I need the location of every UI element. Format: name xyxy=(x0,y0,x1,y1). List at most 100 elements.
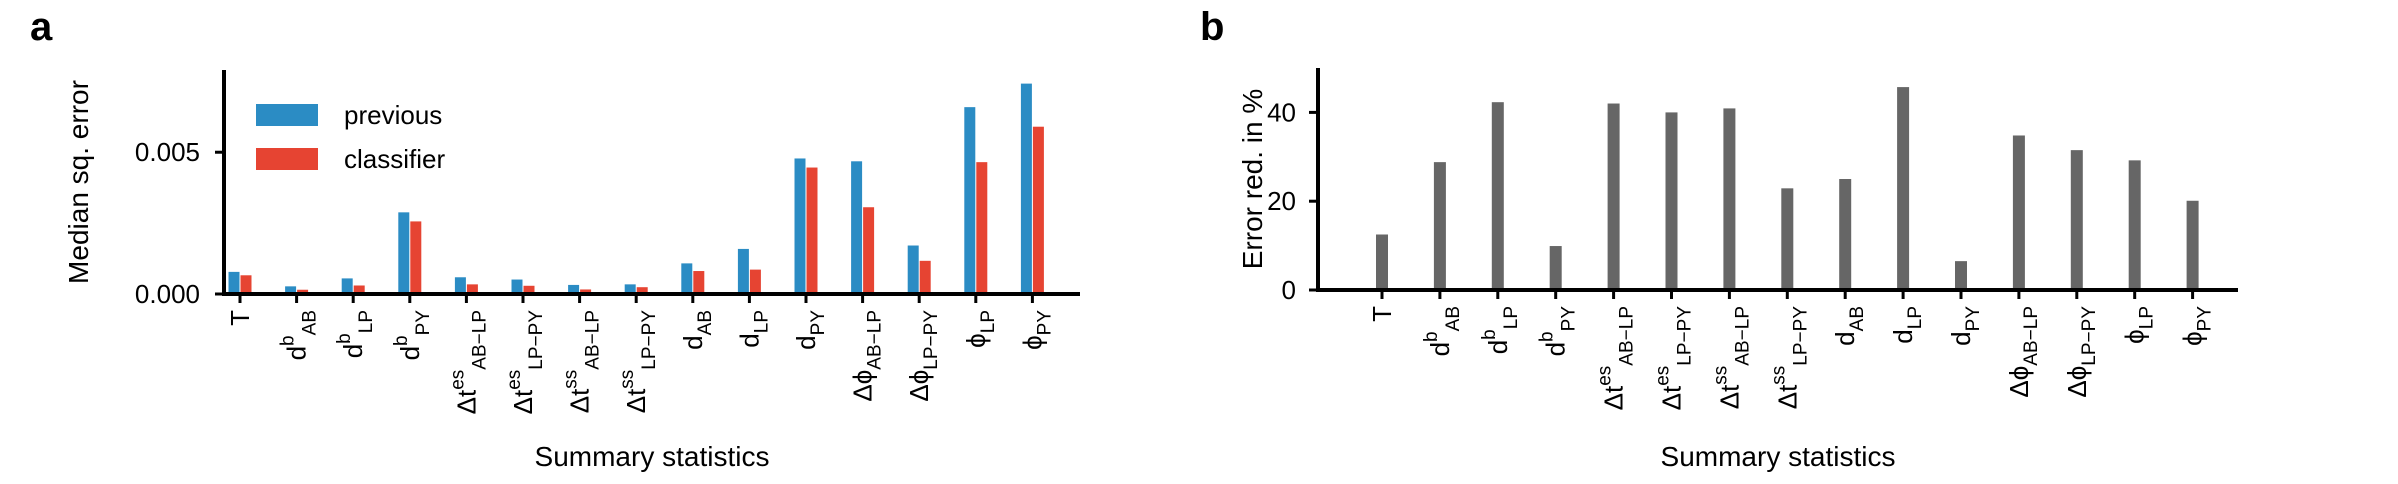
panel-letter-b: b xyxy=(1200,5,1224,49)
bar-previous-9 xyxy=(737,248,749,294)
x-tick-label-sup: es xyxy=(504,370,525,390)
x-tick-label-base: ϕ xyxy=(2120,329,2150,344)
x-axis-label: Summary statistics xyxy=(535,441,770,472)
x-tick-label-sub: LP−PY xyxy=(1675,306,1696,366)
x-tick-label-sub: PY xyxy=(808,310,829,336)
x-tick-label-sub: LP xyxy=(1501,306,1522,329)
bar-previous-11 xyxy=(851,161,863,294)
x-tick-label-sub: AB−LP xyxy=(469,310,490,370)
bar-value-8 xyxy=(1839,179,1852,290)
x-tick-label-base: Δϕ xyxy=(2062,366,2092,398)
x-tick-label-sup: b xyxy=(391,335,412,346)
x-tick-label-sub: AB−LP xyxy=(1617,306,1638,366)
x-tick-label-sup: b xyxy=(1479,329,1500,340)
bar-previous-7 xyxy=(624,284,636,294)
x-tick-label-base: d xyxy=(734,333,764,347)
bar-previous-10 xyxy=(794,158,806,294)
panel-letter-a: a xyxy=(30,5,53,49)
legend-swatch-classifier xyxy=(256,148,318,170)
bar-classifier-4 xyxy=(466,284,478,294)
x-tick-label-sup: b xyxy=(1537,331,1558,342)
legend-label-classifier: classifier xyxy=(344,144,445,174)
bar-previous-3 xyxy=(398,212,410,294)
x-tick-label-sup: es xyxy=(1595,366,1616,386)
x-tick-label-base: d xyxy=(1888,329,1918,343)
x-tick-label: dbAB xyxy=(278,310,321,360)
bar-previous-1 xyxy=(285,286,297,294)
y-axis-label: Error red. in % xyxy=(1237,89,1268,270)
x-tick-label-base: ϕ xyxy=(2178,331,2208,346)
x-tick-label: ΔtesAB−LP xyxy=(1595,306,1638,410)
bar-value-11 xyxy=(2012,135,2025,290)
x-tick-label-base: ϕ xyxy=(961,333,991,348)
x-tick-label-sub: AB−LP xyxy=(2021,306,2042,366)
x-tick-label: T xyxy=(225,310,255,326)
x-tick-label: ΔtesLP−PY xyxy=(1653,306,1696,411)
x-tick-label: ΔtssLP−PY xyxy=(1768,306,1811,410)
x-tick-label-sub: AB xyxy=(1847,306,1868,331)
x-tick-label-sub: LP xyxy=(751,310,772,333)
x-tick-label-sub: AB−LP xyxy=(865,310,886,370)
bar-previous-12 xyxy=(907,245,919,294)
bar-value-4 xyxy=(1607,103,1620,291)
x-tick-label-base: d xyxy=(395,346,425,360)
x-tick-label: ΔϕAB−LP xyxy=(2004,306,2042,398)
x-tick-label-base: d xyxy=(1946,331,1976,345)
x-tick-label-sub: AB−LP xyxy=(583,310,604,370)
bar-previous-5 xyxy=(511,279,523,294)
x-tick-label-base: Δt xyxy=(451,389,481,414)
x-tick-label-base: Δt xyxy=(621,388,651,413)
x-tick-label-base: Δϕ xyxy=(2004,366,2034,398)
x-axis-label: Summary statistics xyxy=(1661,441,1896,472)
x-tick-label: ϕPY xyxy=(1017,310,1055,350)
bar-previous-0 xyxy=(228,271,240,294)
bar-classifier-8 xyxy=(693,271,705,294)
x-tick-label-base: d xyxy=(1830,331,1860,345)
x-tick-label-base: Δϕ xyxy=(904,370,934,402)
x-tick-label: ΔϕLP−PY xyxy=(2062,306,2100,398)
x-tick-label-sup: ss xyxy=(1710,366,1731,385)
bar-value-10 xyxy=(1955,261,1967,290)
bar-previous-4 xyxy=(454,277,466,294)
x-tick-label-base: ϕ xyxy=(1017,335,1047,350)
x-tick-label: ϕLP xyxy=(2120,306,2158,344)
bar-value-9 xyxy=(1897,87,1910,290)
x-tick-label-base: Δt xyxy=(565,388,595,413)
x-tick-label-base: T xyxy=(1367,306,1397,322)
x-tick-label-base: Δt xyxy=(1657,385,1687,410)
x-tick-label-base: Δt xyxy=(1714,384,1744,409)
y-tick-label: 0.005 xyxy=(135,137,200,167)
x-tick-label-sub: LP−PY xyxy=(921,310,942,370)
x-tick-label: ΔtesAB−LP xyxy=(447,310,490,414)
x-tick-label-sub: AB xyxy=(1443,306,1464,331)
bar-value-12 xyxy=(2070,150,2083,290)
bar-classifier-2 xyxy=(353,285,365,294)
x-tick-label-sup: ss xyxy=(1768,366,1789,385)
x-tick-label-base: d xyxy=(1483,340,1513,354)
x-tick-label: ΔtssAB−LP xyxy=(1710,306,1753,409)
bar-classifier-6 xyxy=(580,289,592,294)
x-tick-label-base: d xyxy=(338,344,368,358)
bar-previous-14 xyxy=(1020,83,1032,294)
x-tick-label-base: d xyxy=(678,335,708,349)
x-tick-label: dAB xyxy=(1830,306,1868,346)
x-tick-label: dPY xyxy=(1946,306,1984,346)
x-tick-label-sup: es xyxy=(447,370,468,390)
x-tick-label: dbPY xyxy=(391,310,434,361)
x-tick-label-sub: PY xyxy=(1034,310,1055,336)
x-tick-label: dPY xyxy=(791,310,829,350)
bar-value-1 xyxy=(1433,162,1446,290)
bar-classifier-12 xyxy=(919,260,931,294)
x-tick-label-base: Δt xyxy=(1772,384,1802,409)
bar-value-13 xyxy=(2128,160,2141,290)
x-tick-label-sub: LP−PY xyxy=(639,310,660,370)
x-tick-label: dbLP xyxy=(1479,306,1522,354)
x-tick-label: dLP xyxy=(1888,306,1926,344)
x-tick-label-base: d xyxy=(1425,342,1455,356)
x-tick-label-sup: b xyxy=(334,333,355,344)
bar-value-3 xyxy=(1549,246,1562,290)
bar-classifier-11 xyxy=(863,207,875,294)
y-tick-label: 0.000 xyxy=(135,279,200,309)
x-tick-label: ΔtssAB−LP xyxy=(561,310,604,413)
x-tick-label-sup: es xyxy=(1653,366,1674,386)
